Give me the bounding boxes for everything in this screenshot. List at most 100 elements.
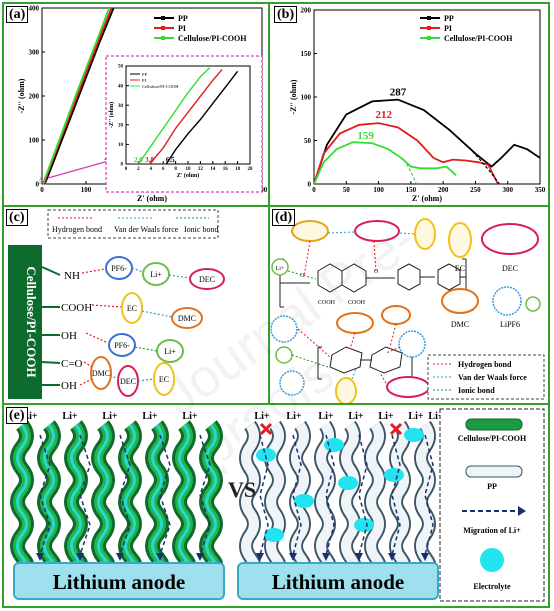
legend-electrolyte-swatch [480,548,504,572]
chart-a-ytick-label: 400 [29,4,40,12]
li-migration-arrowhead-left [156,553,164,561]
electrolyte-droplet [324,438,344,452]
legend-pp-swatch [465,465,523,478]
chart-a-inset-xtick-label: 14 [210,167,216,172]
panel-c-diagram: Hydrogen bond Van der Waals force Ionic … [8,209,225,399]
panel-e-diagram: Li+ Li+ Li+ Li+ Li+ Li+ Li+ Li+ Li+ Li+ Li+ Li+ VS … [10,408,545,602]
li-migration-arrowhead-right [256,553,264,561]
chart-b-series-pp [314,98,540,184]
li-migration-path-left [119,434,131,556]
row-divider-1 [2,205,550,207]
li-migration-arrowhead-left [116,553,124,561]
chart-a-inset-xtick-label: 8 [174,167,177,172]
legend-dmc-molecule [441,288,479,314]
li-migration-arrowhead-left [36,553,44,561]
species-ec-1: EC [121,292,143,324]
chart-a-inset-ytick-label: 40 [118,84,124,89]
li-ion-label: Li+ [428,411,443,422]
panel-d-interactions [287,231,416,384]
panel-d-diagram: O O n COOH COOH n Li+ [270,218,545,405]
pp-fiber-core [241,422,259,569]
chart-a-inset-annotation: 3.8 [145,156,154,164]
svg-text:DEC: DEC [120,377,136,386]
pp-fiber-core [341,422,359,569]
species-li-2: Li+ [156,339,184,363]
chart-b-xtick-label: 100 [373,186,384,194]
chart-a-inset-box [105,55,263,193]
electrolyte-droplet [256,448,276,462]
species-dec-2: DEC [117,365,139,397]
bar-bonds [41,266,61,386]
chart-a-inset-ytick-label: 20 [118,123,124,128]
chart-a-inset-ylabel: -Z'' (ohm) [108,102,115,128]
chart-b-legend-marker [427,16,431,20]
chart-a-legend-marker [161,16,165,20]
blocked-marker [389,422,403,436]
panel-c-interactions [79,267,191,386]
panel-d-legend-ionic: Ionic bond [458,386,495,395]
chart-a-legend-label: PI [178,24,186,33]
pp-membrane [239,420,436,571]
legend-cellulose-swatch [465,418,523,431]
electrolyte-droplet [338,476,358,490]
legend-pp-label: PP [487,482,497,491]
species-dmc-1: DMC [171,307,203,329]
chart-a-series-cellulose-pi-cooh [42,8,111,184]
chart-a-legend-label: PP [178,14,188,23]
cellulose-pi-cooh-membrane [10,420,223,572]
panel-c-legend-box [47,209,219,239]
svg-text:Li+: Li+ [276,266,285,272]
li-ion-label: Li+ [142,411,157,422]
chart-a-inset-xtick-label: 20 [248,167,254,172]
bar-label: Cellulose/PI-COOH [24,266,39,377]
chart-a-inset-series-pp [165,70,239,164]
chart-a-inset-series-cellulose-pi-cooh [137,67,211,164]
group-nh: NH [64,270,80,282]
legend-hydrogen-bond: Hydrogen bond [52,225,102,234]
svg-text:DMC: DMC [178,314,196,323]
chart-b-xtick-label: 0 [312,186,316,194]
li-ion-label: Li+ [182,411,197,422]
panel-a-chart: 01002003004005000100200300400Z' (ohm)-Z'… [17,4,268,203]
cooh-label-1: COOH [318,300,336,306]
chart-b-ytick-label: 50 [304,137,312,145]
chart-b-annotation: 287 [390,86,407,98]
cellulose-pi-cooh-bar [8,245,42,399]
electrolyte-droplet [404,428,424,442]
electrolyte-droplet [294,494,314,508]
electrolyte-droplet [264,528,284,542]
panel-c: Hydrogen bond Van der Waals force Ionic … [4,207,268,403]
lithium-anode-right-label: Lithium anode [272,570,404,594]
electrolyte-film [16,424,28,566]
chart-a-inset-xtick-label: 10 [186,167,192,172]
li-migration-arrowhead-right [289,553,297,561]
chart-a-xtick-label: 0 [40,186,44,194]
svg-text:EC: EC [127,304,137,313]
amide-o-2: O [374,269,379,275]
panel-d-legend-vdw: Van der Waals force [458,373,527,382]
chart-a-inset-xtick-label: 6 [162,167,165,172]
chart-b-xtick-label: 50 [343,186,351,194]
chart-a-inset-series-pi [149,69,223,164]
species-dmc-2: DMC [90,356,112,390]
chart-a-xlabel: Z' (ohm) [137,194,167,203]
li-migration-path-left [79,434,91,556]
li-migration-path-left [39,434,51,556]
chart-b-cellulose-extrapolation [403,159,418,185]
polymer-li-1: Li+ [271,258,289,276]
svg-text:EC: EC [159,375,169,384]
chart-b-series-pi [314,122,499,184]
legend-vdw: Van der Waals force [114,225,179,234]
panel-d-label: (d) [272,209,296,226]
legend-cellulose-label: Cellulose/PI-COOH [458,434,527,443]
svg-text:DEC: DEC [199,275,215,284]
chart-a-legend-marker [161,26,165,30]
lithium-anode-left [13,562,225,600]
polymer-dec-2 [386,376,430,398]
lithium-anode-right [237,562,439,600]
polymer-pf6-1 [270,315,298,343]
chart-a-inset-legend-label: PP [142,72,148,77]
svg-text:Li+: Li+ [164,347,176,356]
species-pf6-1: PF6- [105,256,133,280]
